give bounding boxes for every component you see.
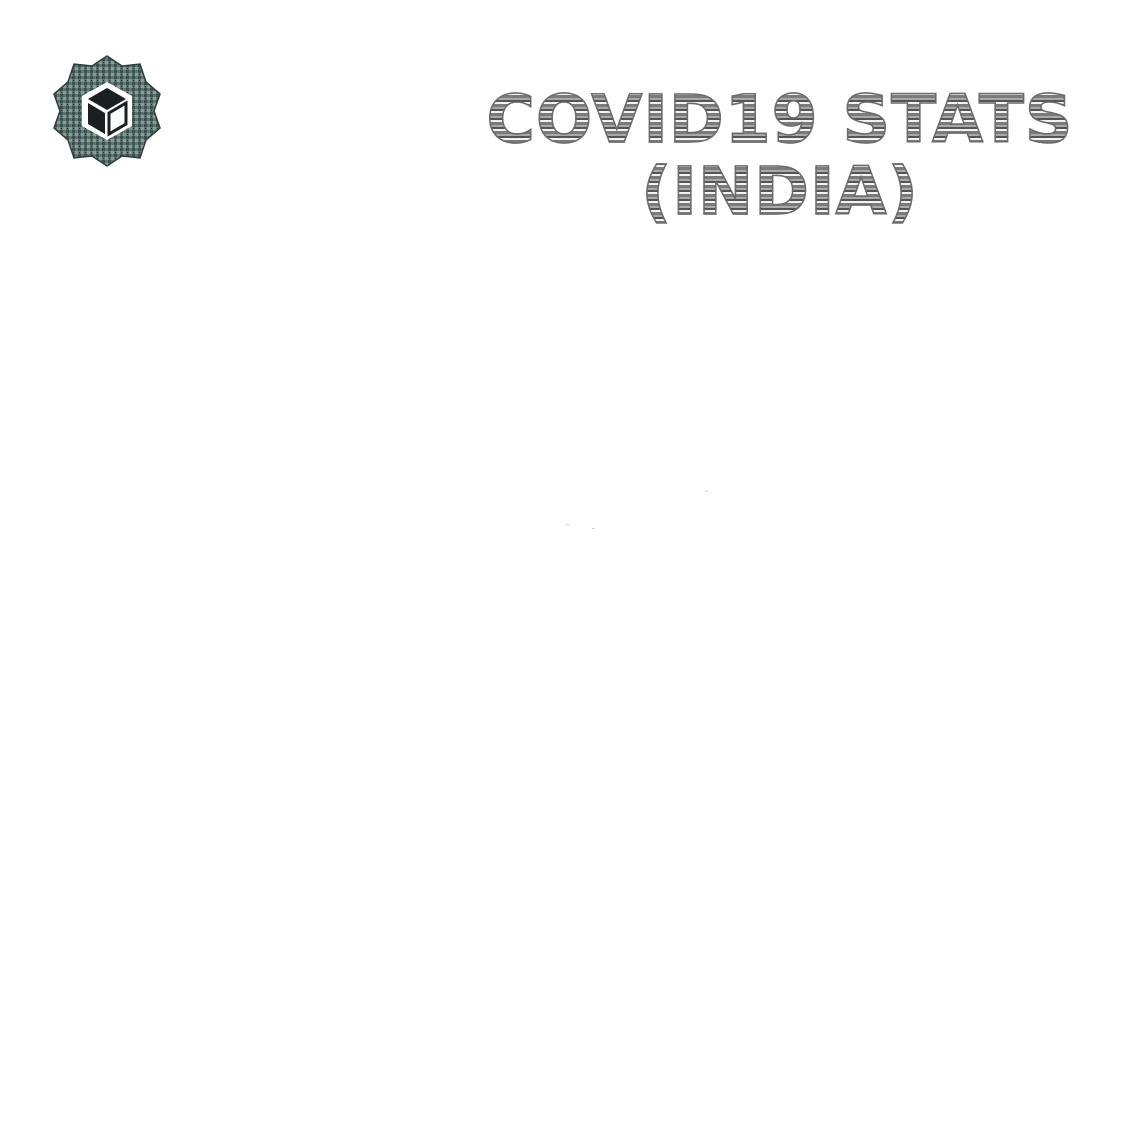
- speck: [592, 528, 595, 529]
- page-title-line-2: (INDIA): [640, 153, 919, 230]
- speck: [566, 524, 569, 525]
- speck: [705, 491, 708, 492]
- page-title-line-1: COVID19 STATS: [486, 81, 1074, 158]
- hexagon-cube-icon: [48, 52, 166, 170]
- page-title: COVID19 STATS (INDIA): [470, 81, 1090, 230]
